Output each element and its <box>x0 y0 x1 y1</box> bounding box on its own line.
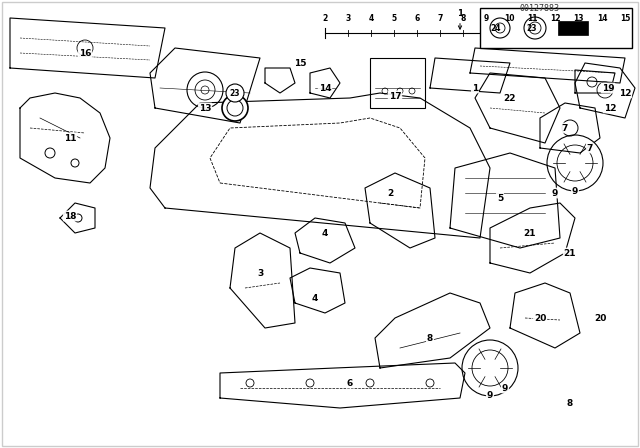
Text: 14: 14 <box>319 83 332 92</box>
Text: 12: 12 <box>604 103 616 112</box>
Text: 22: 22 <box>504 94 516 103</box>
Text: 13: 13 <box>573 14 584 23</box>
Text: 8: 8 <box>567 399 573 408</box>
Text: 1: 1 <box>472 83 478 92</box>
Circle shape <box>222 95 248 121</box>
Text: 12: 12 <box>550 14 561 23</box>
Text: 3: 3 <box>346 14 351 23</box>
Text: 16: 16 <box>79 48 92 57</box>
Text: 6: 6 <box>347 379 353 388</box>
Text: 00127883: 00127883 <box>520 4 560 13</box>
Text: 13: 13 <box>199 103 211 112</box>
Text: 18: 18 <box>64 211 76 220</box>
Text: 5: 5 <box>392 14 397 23</box>
Bar <box>370 58 425 108</box>
Text: 15: 15 <box>620 14 630 23</box>
Text: 7: 7 <box>562 124 568 133</box>
Text: 9: 9 <box>572 186 578 195</box>
Circle shape <box>226 84 244 102</box>
Text: 17: 17 <box>388 91 401 100</box>
Text: 20: 20 <box>534 314 546 323</box>
Bar <box>558 21 588 35</box>
Text: 7: 7 <box>587 143 593 152</box>
Text: 8: 8 <box>427 333 433 343</box>
Text: 15: 15 <box>294 59 307 68</box>
Text: 6: 6 <box>415 14 420 23</box>
Text: 3: 3 <box>257 268 263 277</box>
Text: 11: 11 <box>64 134 76 142</box>
Text: 23: 23 <box>527 23 537 33</box>
Text: 4: 4 <box>312 293 318 302</box>
Bar <box>480 8 632 48</box>
Text: 1: 1 <box>457 9 463 29</box>
Text: 14: 14 <box>596 14 607 23</box>
Text: 19: 19 <box>602 83 614 92</box>
Text: 12: 12 <box>619 89 631 98</box>
Text: 9: 9 <box>487 391 493 400</box>
Text: 23: 23 <box>230 89 240 98</box>
Text: 4: 4 <box>322 228 328 237</box>
Text: 4: 4 <box>369 14 374 23</box>
Text: 7: 7 <box>438 14 443 23</box>
Text: 9: 9 <box>552 189 558 198</box>
Text: 2: 2 <box>323 14 328 23</box>
Text: 9: 9 <box>484 14 489 23</box>
Text: 21: 21 <box>564 249 576 258</box>
Text: 21: 21 <box>524 228 536 237</box>
Text: 8: 8 <box>461 14 466 23</box>
Text: 24: 24 <box>491 23 501 33</box>
Text: 11: 11 <box>527 14 538 23</box>
Text: 9: 9 <box>502 383 508 392</box>
Text: 10: 10 <box>504 14 515 23</box>
Text: 2: 2 <box>387 189 393 198</box>
Text: 5: 5 <box>497 194 503 202</box>
Text: 20: 20 <box>594 314 606 323</box>
